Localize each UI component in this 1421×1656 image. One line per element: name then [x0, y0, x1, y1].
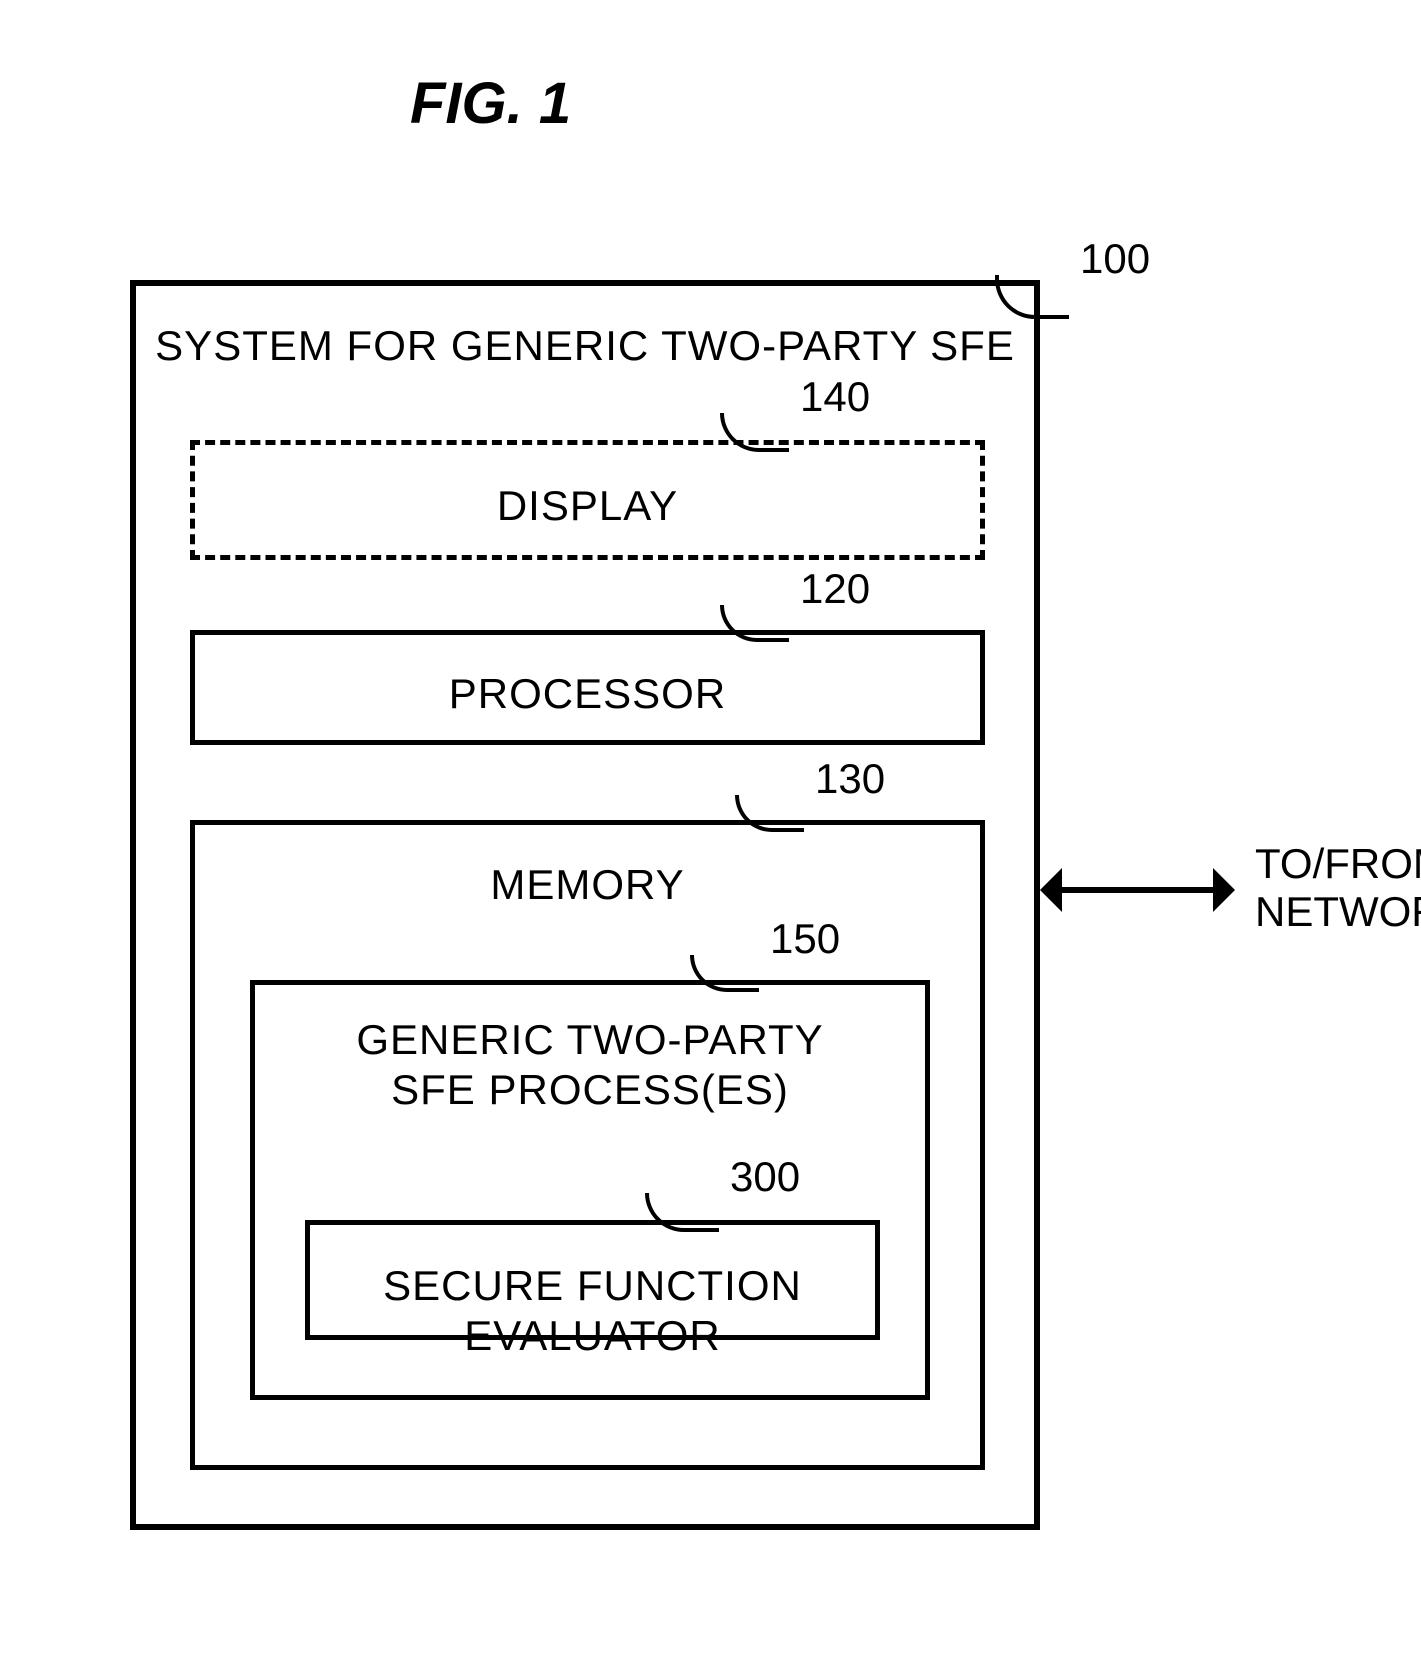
- network-label: TO/FROM NETWORK: [1255, 840, 1421, 937]
- ref-r120: 120: [800, 565, 870, 613]
- process-label: GENERIC TWO-PARTY SFE PROCESS(ES): [255, 1015, 925, 1116]
- network-arrow-line: [1062, 887, 1213, 893]
- ref-r130: 130: [815, 755, 885, 803]
- network-arrow-head-right: [1213, 868, 1235, 912]
- network-arrow-head-left: [1040, 868, 1062, 912]
- ref-r100: 100: [1080, 235, 1150, 283]
- evaluator-box: SECURE FUNCTION EVALUATOR: [305, 1220, 880, 1340]
- ref-r150: 150: [770, 915, 840, 963]
- figure-title: FIG. 1: [410, 70, 571, 137]
- ref-r140: 140: [800, 373, 870, 421]
- system-label: SYSTEM FOR GENERIC TWO-PARTY SFE: [136, 321, 1034, 371]
- display-box: DISPLAY: [190, 440, 985, 560]
- processor-box: PROCESSOR: [190, 630, 985, 745]
- ref-r300: 300: [730, 1153, 800, 1201]
- memory-label: MEMORY: [195, 860, 980, 910]
- processor-label: PROCESSOR: [195, 669, 980, 719]
- display-label: DISPLAY: [195, 481, 980, 531]
- evaluator-label: SECURE FUNCTION EVALUATOR: [310, 1261, 875, 1362]
- diagram-canvas: FIG. 1 SYSTEM FOR GENERIC TWO-PARTY SFE DI…: [40, 40, 1421, 1616]
